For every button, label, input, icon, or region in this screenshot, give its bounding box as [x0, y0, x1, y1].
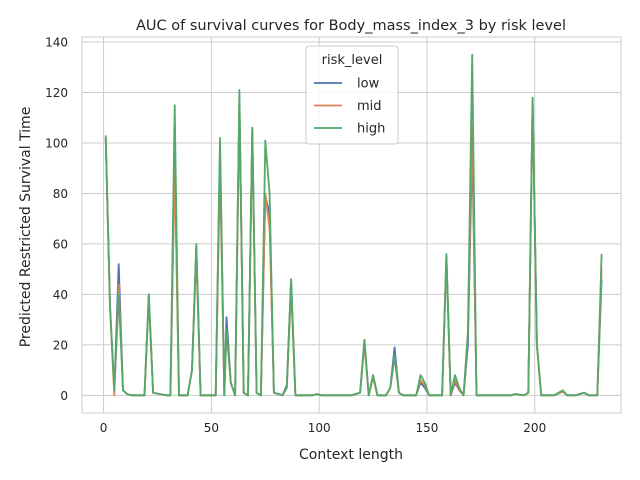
y-tick-label: 0 — [60, 389, 68, 403]
y-tick-label: 40 — [53, 288, 68, 302]
y-axis-title: Predicted Restricted Survival Time — [18, 107, 34, 348]
legend-label-high: high — [357, 122, 385, 137]
y-tick-label: 80 — [53, 187, 68, 201]
y-tick-label: 100 — [45, 136, 68, 150]
x-tick-label: 150 — [416, 421, 439, 435]
x-tick-label: 0 — [100, 421, 108, 435]
x-tick-label: 200 — [523, 421, 546, 435]
x-tick-label: 100 — [308, 421, 331, 435]
legend-title: risk_level — [322, 53, 383, 68]
y-tick-label: 60 — [53, 237, 68, 251]
y-tick-label: 120 — [45, 86, 68, 100]
legend-box — [305, 45, 399, 145]
y-tick-label: 140 — [45, 36, 68, 50]
x-tick-label: 50 — [204, 421, 219, 435]
plot-frame — [81, 36, 622, 414]
y-tick-label: 20 — [53, 338, 68, 352]
legend-entries: low mid high — [314, 77, 385, 137]
series-lines — [104, 53, 603, 397]
legend: risk_level low mid high — [305, 45, 399, 145]
legend-label-low: low — [357, 77, 380, 92]
y-tick-labels: 0 20 40 60 80 100 120 140 — [45, 36, 68, 403]
series-line-high — [104, 53, 603, 397]
legend-label-mid: mid — [357, 99, 382, 114]
chart-title: AUC of survival curves for Body_mass_ind… — [136, 18, 566, 34]
x-axis-title: Context length — [299, 447, 403, 463]
x-tick-labels: 0 50 100 150 200 — [100, 421, 546, 435]
